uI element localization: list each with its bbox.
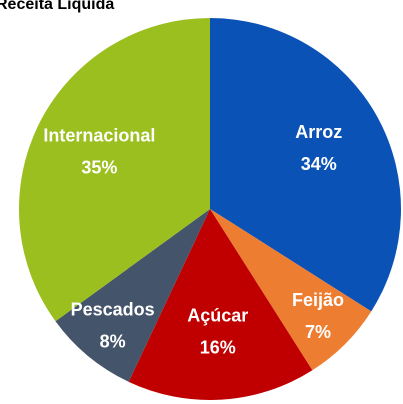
slice-label: Arroz (295, 122, 342, 142)
pie-slice (18, 18, 211, 322)
slice-value-label: 16% (200, 338, 236, 358)
pie-slice (210, 18, 402, 312)
slice-label: Internacional (43, 125, 155, 145)
slice-label: Feijão (292, 290, 344, 310)
pie-slice (210, 209, 372, 371)
chart-title: Receita Líquida (0, 0, 114, 13)
pie-slice (55, 209, 210, 382)
slice-value-label: 34% (301, 154, 337, 174)
slice-label: Açúcar (187, 306, 248, 326)
slice-label: Pescados (71, 299, 155, 319)
slice-value-label: 8% (100, 331, 126, 351)
pie-slice (128, 209, 313, 400)
slice-value-label: 35% (81, 157, 117, 177)
pie (18, 18, 402, 400)
slice-value-label: 7% (305, 322, 331, 342)
